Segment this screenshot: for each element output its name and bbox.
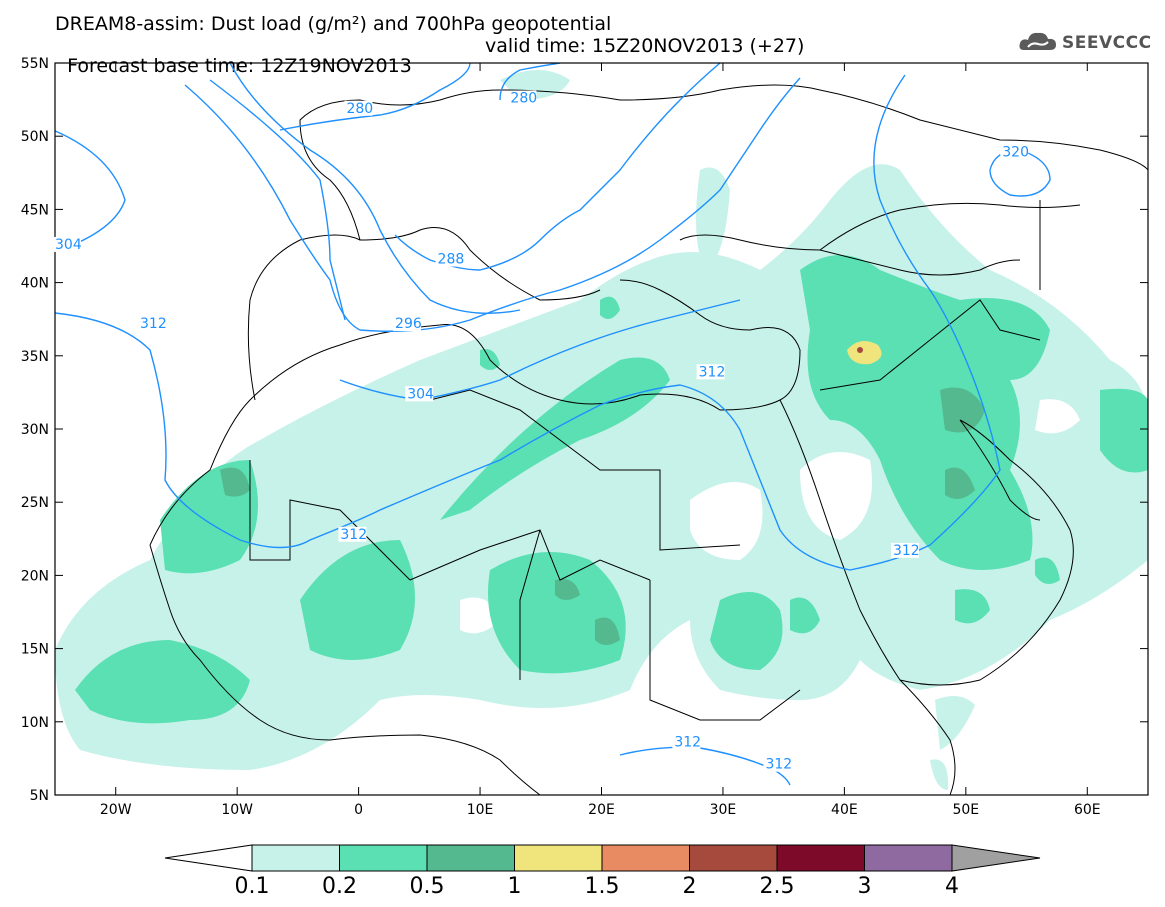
contour-label: 312 [699,364,726,380]
contour-label: 312 [140,316,167,332]
contour-label-bg [53,236,81,252]
contour-label: 312 [674,735,701,751]
lat-label: 40N [21,276,49,292]
lon-label: 60E [1074,802,1101,818]
lon-label: 10E [467,802,494,818]
colorbar-box [689,844,778,872]
contour-label-bg [763,756,792,772]
colorbar-label: 2 [683,874,697,899]
colorbar-box [426,844,515,872]
valid-time-label: valid time: 15Z20NOV2013 (+27) [485,35,805,57]
contour-label-bg [508,90,537,106]
contour-labels: 280 280 320 304 288 312 296 304 312 312 312 312 312 [53,90,1029,773]
dust-field [55,63,1148,795]
contour-label: 320 [1002,145,1029,161]
lat-label: 20N [21,568,49,584]
contour-label: 296 [395,316,422,332]
lon-label: 10W [221,802,253,818]
contour-label-bg [344,100,373,116]
dust-peak [857,347,863,353]
colorbar: 0.1 0.2 0.5 1 1.5 2 2.5 3 4 [164,844,1041,899]
lon-label: 30E [710,802,737,818]
contour-label: 304 [55,237,82,253]
logo-text: SEEVCCC [1062,33,1152,53]
dust-band-0.5 [220,387,985,645]
coastlines [149,84,1148,795]
colorbar-high-arrow [951,844,1041,872]
longitude-axis: 20W 10W 0 10E 20E 30E 40E 50E 60E [100,63,1101,818]
lon-label: 20W [100,802,132,818]
contour-label-bg [435,251,464,267]
colorbar-boxes [251,844,953,872]
colorbar-box [776,844,865,872]
colorbar-box [601,844,690,872]
forecast-time-line: Forecast base time: 12Z19NOV2013 valid t… [55,36,804,96]
contour-label-bg [405,386,434,402]
colorbar-label: 0.5 [410,874,445,899]
lat-label: 10N [21,715,49,731]
lon-label: 20E [588,802,615,818]
contour-label-bg [338,526,367,542]
colorbar-box [514,844,603,872]
lat-label: 45N [21,202,49,218]
contour-label: 280 [346,101,373,117]
lat-label: 35N [21,349,49,365]
colorbar-label: 0.2 [322,874,357,899]
lat-label: 50N [21,129,49,145]
lon-label: 50E [952,802,979,818]
contour-label-bg [696,364,725,380]
contour-label: 312 [765,757,792,773]
contour-label: 288 [438,252,465,268]
contour-label: 280 [510,91,537,107]
lat-label: 25N [21,495,49,511]
colorbar-low-arrow [164,844,253,872]
colorbar-box [251,844,340,872]
contour-label-bg [1000,144,1029,160]
lat-label: 30N [21,422,49,438]
cloud-icon [1019,32,1056,50]
latitude-axis: 55N 50N 45N 40N 35N 30N 25N 20N 15N 10N 5N [21,56,1148,804]
contour-label-bg [138,315,167,331]
contour-label-bg [393,315,422,331]
contour-label: 304 [407,386,434,402]
lat-label: 5N [30,788,49,804]
colorbar-box [864,844,953,872]
contour-label: 312 [340,527,367,543]
contour-label: 312 [893,543,920,559]
colorbar-label: 1.5 [585,874,620,899]
colorbar-label: 1 [508,874,522,899]
lat-label: 55N [21,56,49,72]
colorbar-box [339,844,428,872]
colorbar-label: 2.5 [760,874,795,899]
dust-band-1 [847,341,882,365]
lon-label: 40E [831,802,858,818]
colorbar-labels: 0.1 0.2 0.5 1 1.5 2 2.5 3 4 [235,874,960,899]
colorbar-label: 0.1 [235,874,270,899]
lat-label: 15N [21,642,49,658]
lon-label: 0 [354,802,363,818]
chart-title: DREAM8-assim: Dust load (g/m²) and 700hP… [55,13,612,35]
dust-gaps [460,399,1080,634]
base-time-label: Forecast base time: 12Z19NOV2013 [67,55,412,77]
contour-label-bg [890,542,919,558]
colorbar-label: 4 [945,874,959,899]
colorbar-label: 3 [858,874,872,899]
contour-label-bg [672,734,701,750]
seevccc-logo: SEEVCCC [1018,28,1158,56]
